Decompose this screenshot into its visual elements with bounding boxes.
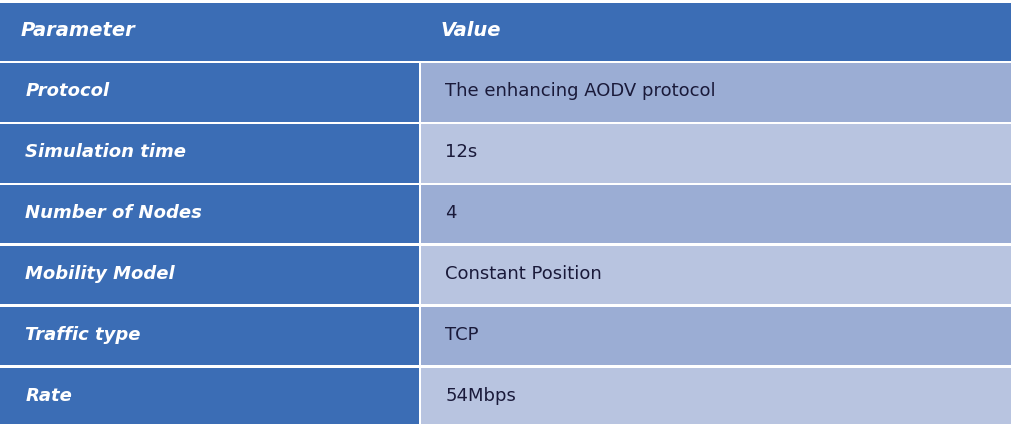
Bar bbox=[420, 183, 1011, 243]
Text: TCP: TCP bbox=[445, 326, 478, 344]
Bar bbox=[0, 365, 1011, 368]
Bar bbox=[0, 423, 1011, 426]
Text: Value: Value bbox=[440, 21, 500, 40]
Bar bbox=[0, 365, 420, 426]
Bar bbox=[0, 122, 1011, 124]
Bar bbox=[420, 304, 1011, 365]
Bar bbox=[420, 61, 1011, 122]
Text: 54Mbps: 54Mbps bbox=[445, 386, 516, 405]
Bar bbox=[420, 243, 1011, 304]
Bar bbox=[0, 0, 1011, 3]
Bar bbox=[419, 243, 421, 304]
Text: Simulation time: Simulation time bbox=[25, 143, 186, 161]
Bar bbox=[0, 61, 1011, 63]
Bar bbox=[0, 61, 420, 122]
Bar bbox=[420, 122, 1011, 183]
Bar bbox=[420, 365, 1011, 426]
Bar bbox=[419, 365, 421, 426]
Bar bbox=[419, 61, 421, 122]
Bar bbox=[0, 304, 1011, 307]
Text: 4: 4 bbox=[445, 204, 456, 222]
Bar bbox=[0, 183, 420, 243]
Bar bbox=[0, 0, 420, 61]
Bar bbox=[419, 183, 421, 243]
Text: Protocol: Protocol bbox=[25, 82, 109, 100]
Bar bbox=[420, 0, 1011, 61]
Text: 12s: 12s bbox=[445, 143, 477, 161]
Text: Rate: Rate bbox=[25, 386, 72, 405]
Text: Constant Position: Constant Position bbox=[445, 265, 602, 283]
Text: The enhancing AODV protocol: The enhancing AODV protocol bbox=[445, 82, 715, 100]
Text: Parameter: Parameter bbox=[20, 21, 134, 40]
Bar bbox=[0, 243, 420, 304]
Text: Traffic type: Traffic type bbox=[25, 326, 141, 344]
Bar bbox=[0, 243, 1011, 246]
Bar bbox=[419, 304, 421, 365]
Bar bbox=[419, 122, 421, 183]
Bar bbox=[0, 122, 420, 183]
Text: Number of Nodes: Number of Nodes bbox=[25, 204, 202, 222]
Text: Mobility Model: Mobility Model bbox=[25, 265, 175, 283]
Bar bbox=[0, 304, 420, 365]
Bar bbox=[0, 183, 1011, 185]
